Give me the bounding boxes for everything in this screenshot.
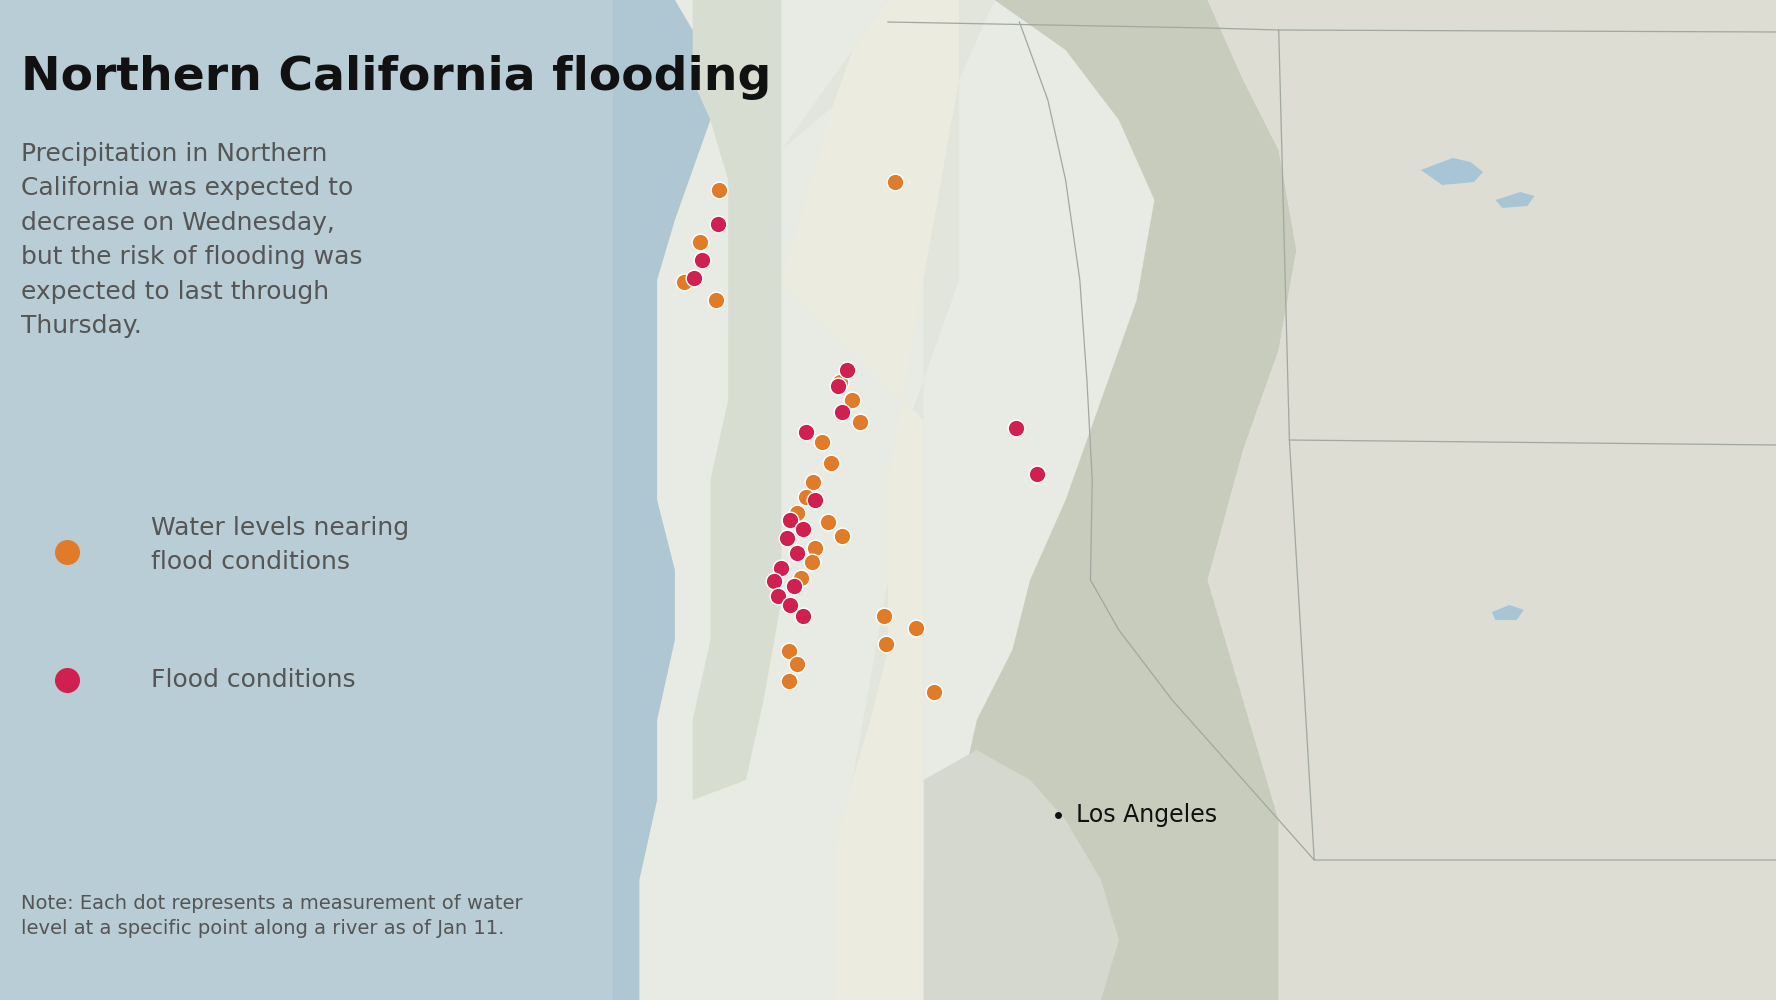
- Text: Precipitation in Northern
California was expected to
decrease on Wednesday,
but : Precipitation in Northern California was…: [21, 142, 362, 338]
- Text: Flood conditions: Flood conditions: [151, 668, 355, 692]
- Text: Los Angeles: Los Angeles: [1076, 803, 1217, 827]
- Polygon shape: [924, 750, 1119, 1000]
- Text: Water levels nearing
flood conditions: Water levels nearing flood conditions: [151, 516, 408, 574]
- Polygon shape: [1495, 192, 1534, 208]
- Polygon shape: [1492, 605, 1524, 620]
- Text: Northern California flooding: Northern California flooding: [21, 55, 773, 100]
- Polygon shape: [924, 0, 1296, 1000]
- Polygon shape: [693, 0, 781, 800]
- Polygon shape: [1421, 158, 1483, 185]
- Polygon shape: [781, 0, 959, 1000]
- Polygon shape: [1208, 0, 1776, 1000]
- Text: Note: Each dot represents a measurement of water
level at a specific point along: Note: Each dot represents a measurement …: [21, 894, 522, 938]
- Polygon shape: [0, 0, 710, 1000]
- FancyBboxPatch shape: [0, 0, 613, 1000]
- Polygon shape: [781, 0, 995, 1000]
